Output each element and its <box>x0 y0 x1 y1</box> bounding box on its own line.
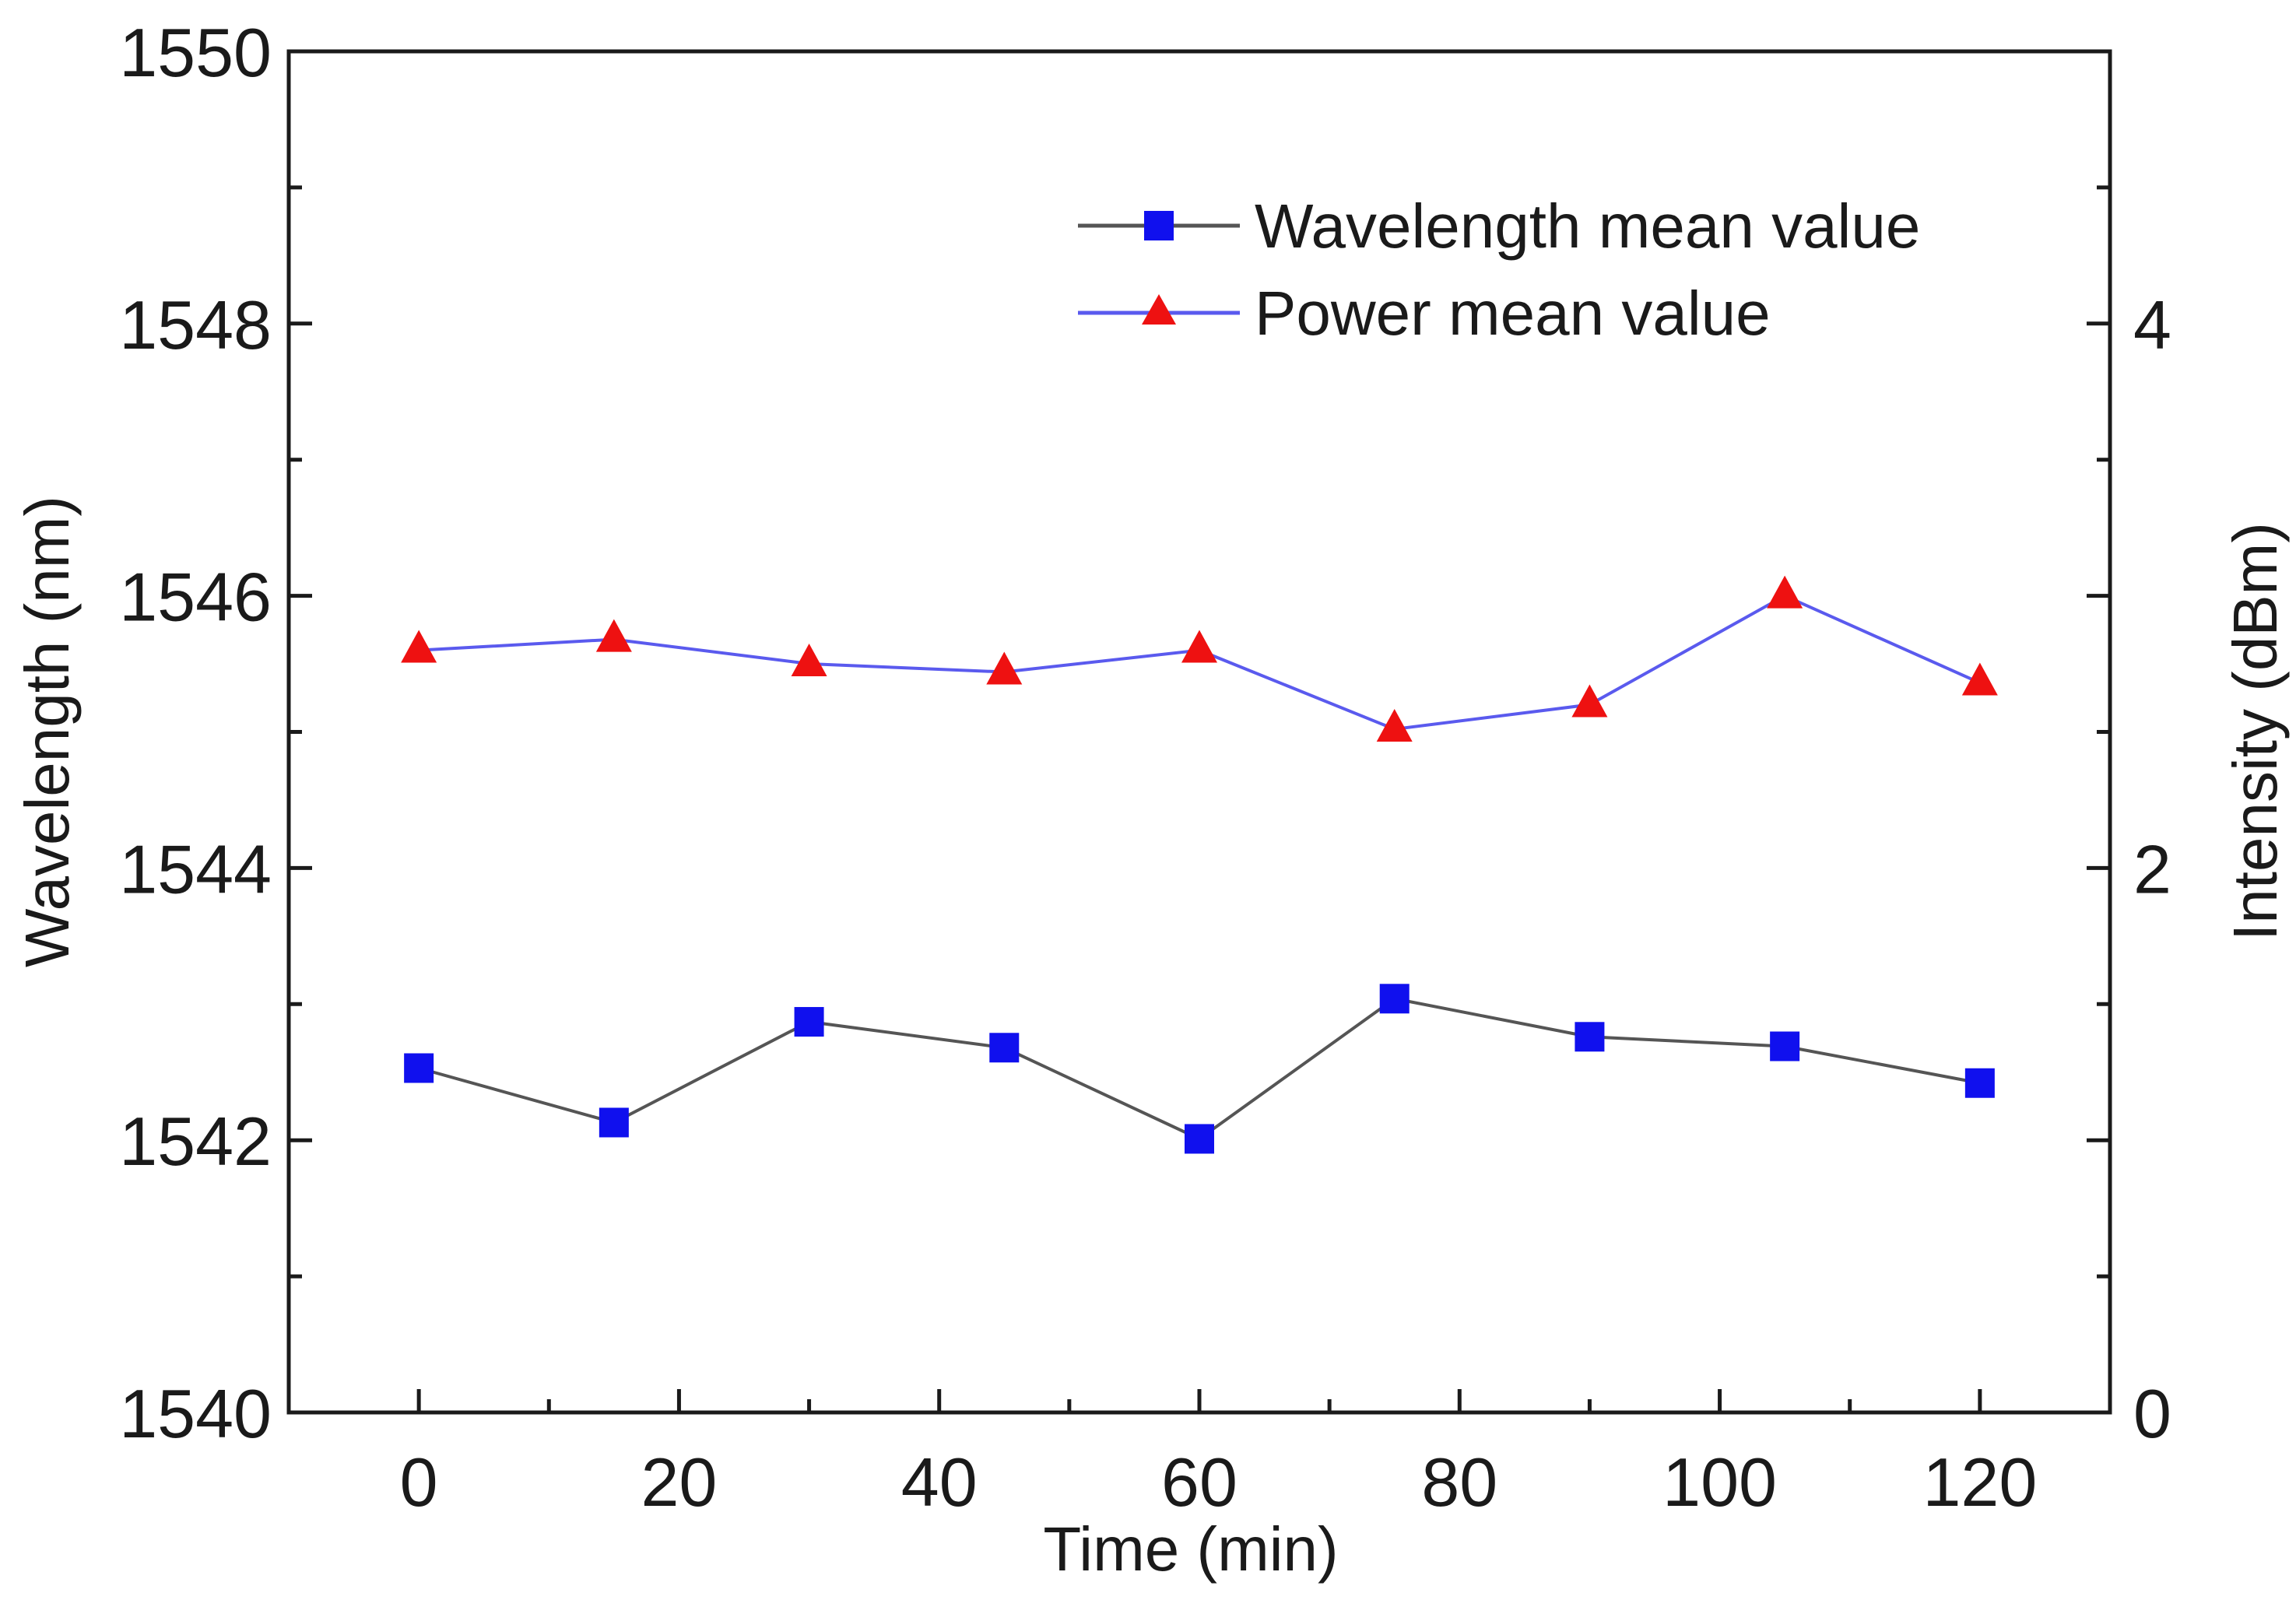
wavelength-point <box>1964 1068 1995 1098</box>
y2-tick-label: 4 <box>2133 286 2171 363</box>
legend-marker-power <box>1142 294 1176 325</box>
wavelength-point <box>1770 1031 1800 1061</box>
y-tick-label: 1540 <box>119 1375 272 1452</box>
y-axis-title: Wavelength (nm) <box>12 496 82 967</box>
legend-label-power: Power mean value <box>1255 279 1771 348</box>
x-tick-label: 0 <box>400 1444 438 1521</box>
wavelength-point <box>1185 1124 1214 1154</box>
power-point <box>401 630 437 663</box>
y-tick-label: 1546 <box>119 559 272 636</box>
wavelength-point <box>599 1107 629 1138</box>
x-tick-label: 20 <box>641 1444 717 1521</box>
y-tick-label: 1544 <box>119 830 272 907</box>
x-axis: 0 20 40 60 80 100 120 <box>400 1389 2037 1521</box>
x-tick-label: 60 <box>1161 1444 1238 1521</box>
y2-tick-label: 0 <box>2133 1375 2171 1452</box>
x-tick-label: 40 <box>901 1444 978 1521</box>
wavelength-point <box>1379 984 1410 1014</box>
wavelength-point <box>1575 1022 1605 1052</box>
series-line-wavelength <box>418 997 1981 1141</box>
x-tick-label: 120 <box>1922 1444 2037 1521</box>
power-point <box>1376 709 1413 742</box>
y-tick-label: 1550 <box>119 14 272 91</box>
power-point <box>595 619 632 652</box>
x-axis-title: Time (min) <box>1043 1514 1338 1584</box>
series-layer <box>401 575 1998 1154</box>
wavelength-point <box>989 1033 1020 1063</box>
wavelength-point <box>404 1053 434 1083</box>
legend: Wavelength mean value Power mean value <box>1078 191 1920 348</box>
legend-marker-wavelength <box>1144 211 1174 240</box>
y2-axis-title: Intensity (dBm) <box>2221 522 2290 941</box>
y-tick-label: 1542 <box>119 1103 272 1180</box>
power-point <box>791 644 827 677</box>
y-tick-label: 1548 <box>119 286 272 363</box>
power-point <box>986 651 1023 685</box>
y-axis-left: 1540 1542 1544 1546 1548 1550 <box>119 14 312 1452</box>
x-tick-label: 100 <box>1662 1444 1777 1521</box>
power-point <box>1181 630 1217 663</box>
y2-tick-label: 2 <box>2133 830 2171 907</box>
power-point <box>1767 575 1803 609</box>
legend-label-wavelength: Wavelength mean value <box>1255 191 1920 261</box>
x-tick-label: 80 <box>1421 1444 1497 1521</box>
power-point <box>1961 662 1998 696</box>
power-point <box>1571 684 1608 718</box>
y-axis-right: 0 2 4 <box>2087 49 2171 1452</box>
wavelength-point <box>794 1007 824 1037</box>
